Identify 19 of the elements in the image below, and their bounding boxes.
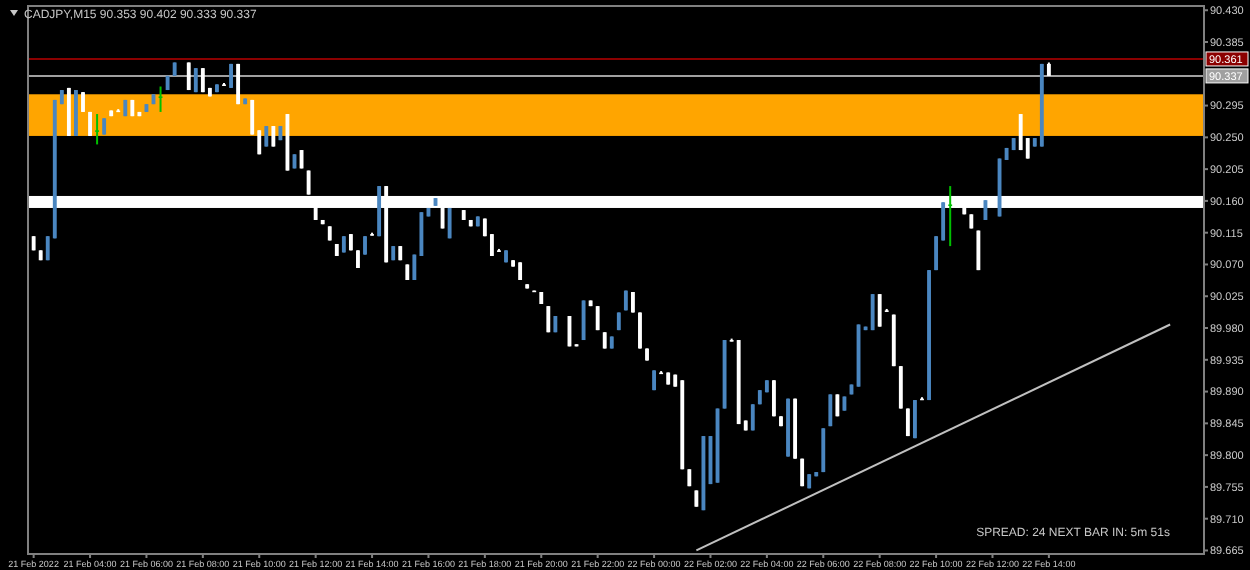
candlestick (158, 85, 163, 113)
candlestick (750, 403, 755, 432)
candlestick (200, 67, 205, 94)
candlestick (581, 299, 586, 342)
candlestick (271, 125, 276, 148)
candlestick (88, 110, 92, 137)
candlestick (828, 393, 833, 428)
candlestick (193, 67, 198, 94)
candlestick (595, 305, 600, 332)
candlestick (546, 305, 551, 334)
candlestick (1018, 113, 1023, 152)
candlestick (898, 365, 903, 410)
candlestick (821, 427, 826, 474)
candlestick (948, 185, 953, 248)
candlestick (264, 125, 269, 148)
candlestick (186, 61, 191, 92)
candlestick (870, 293, 875, 332)
candlestick (877, 293, 882, 328)
candlestick (95, 113, 100, 146)
